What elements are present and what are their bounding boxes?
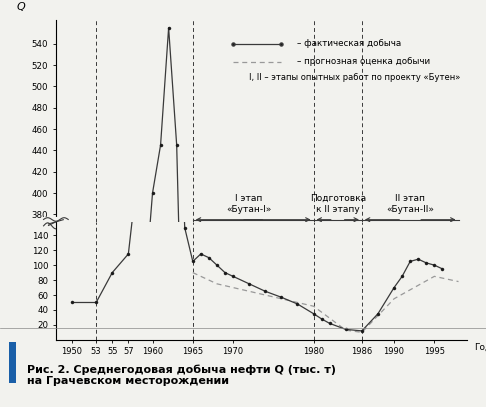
Text: I этап
«Бутан-I»: I этап «Бутан-I» [226,194,272,214]
Text: Годы: Годы [475,343,486,352]
Text: Рис. 2. Среднегодовая добыча нефти Q (тыс. т)
на Грачевском месторождении: Рис. 2. Среднегодовая добыча нефти Q (ты… [27,364,336,386]
Text: – прогнозная оценка добычи: – прогнозная оценка добычи [297,57,431,66]
Text: Q: Q [17,2,25,12]
Text: – фактическая добыча: – фактическая добыча [297,39,402,48]
Text: Подготовка
к II этапу: Подготовка к II этапу [310,194,366,214]
Text: I, II – этапы опытных работ по проекту «Бутен»: I, II – этапы опытных работ по проекту «… [249,73,461,82]
Text: II этап
«Бутан-II»: II этап «Бутан-II» [386,194,434,214]
